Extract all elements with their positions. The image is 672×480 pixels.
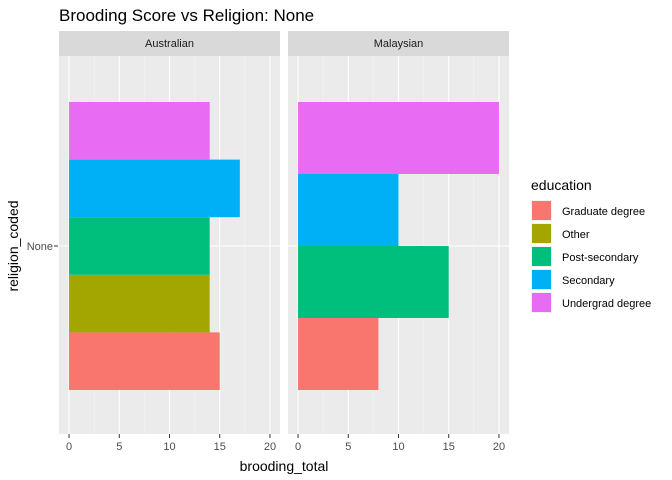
bar xyxy=(69,274,210,333)
legend-label: Other xyxy=(562,229,590,241)
bar xyxy=(298,102,499,174)
facet-strip-label: Malaysian xyxy=(374,38,424,50)
legend-key xyxy=(532,224,551,243)
facet-panels: Australian 0 5 10 15 20 Malaysian 0 5 10 15 20 xyxy=(59,31,509,453)
legend-key xyxy=(532,293,551,312)
x-tick-label: 10 xyxy=(163,441,175,453)
bar xyxy=(69,332,220,390)
facet-panel: Australian 0 5 10 15 20 xyxy=(59,31,280,453)
y-axis-title: religion_coded xyxy=(5,200,21,291)
x-tick-label: 5 xyxy=(345,441,351,453)
facet-panel: Malaysian 0 5 10 15 20 xyxy=(288,31,509,453)
bar xyxy=(69,102,210,160)
x-axis-title: brooding_total xyxy=(240,458,329,474)
bar xyxy=(298,174,399,246)
legend-key xyxy=(532,270,551,289)
x-tick-label: 15 xyxy=(214,441,226,453)
legend-label: Secondary xyxy=(562,275,615,287)
x-tick-label: 20 xyxy=(264,441,276,453)
legend-key xyxy=(532,247,551,266)
bar xyxy=(69,217,210,275)
bar xyxy=(298,246,449,318)
facet-strip xyxy=(288,31,509,56)
facet-strip-label: Australian xyxy=(145,38,194,50)
bar xyxy=(298,318,379,390)
x-tick-label: 0 xyxy=(66,441,72,453)
x-tick-label: 5 xyxy=(116,441,122,453)
facet-strip xyxy=(59,31,280,56)
legend: education Graduate degree Other Post-secon… xyxy=(531,177,651,313)
legend-label: Graduate degree xyxy=(562,206,645,218)
x-tick-label: 20 xyxy=(493,441,505,453)
x-tick-label: 15 xyxy=(443,441,455,453)
chart-title: Brooding Score vs Religion: None xyxy=(59,6,314,25)
y-tick-label: None xyxy=(27,241,53,253)
legend-key xyxy=(532,201,551,220)
x-tick-label: 0 xyxy=(295,441,301,453)
legend-label: Undergrad degree xyxy=(562,298,651,310)
legend-title: education xyxy=(531,177,592,193)
bar xyxy=(69,159,240,218)
x-tick-label: 10 xyxy=(392,441,404,453)
legend-label: Post-secondary xyxy=(562,252,639,264)
